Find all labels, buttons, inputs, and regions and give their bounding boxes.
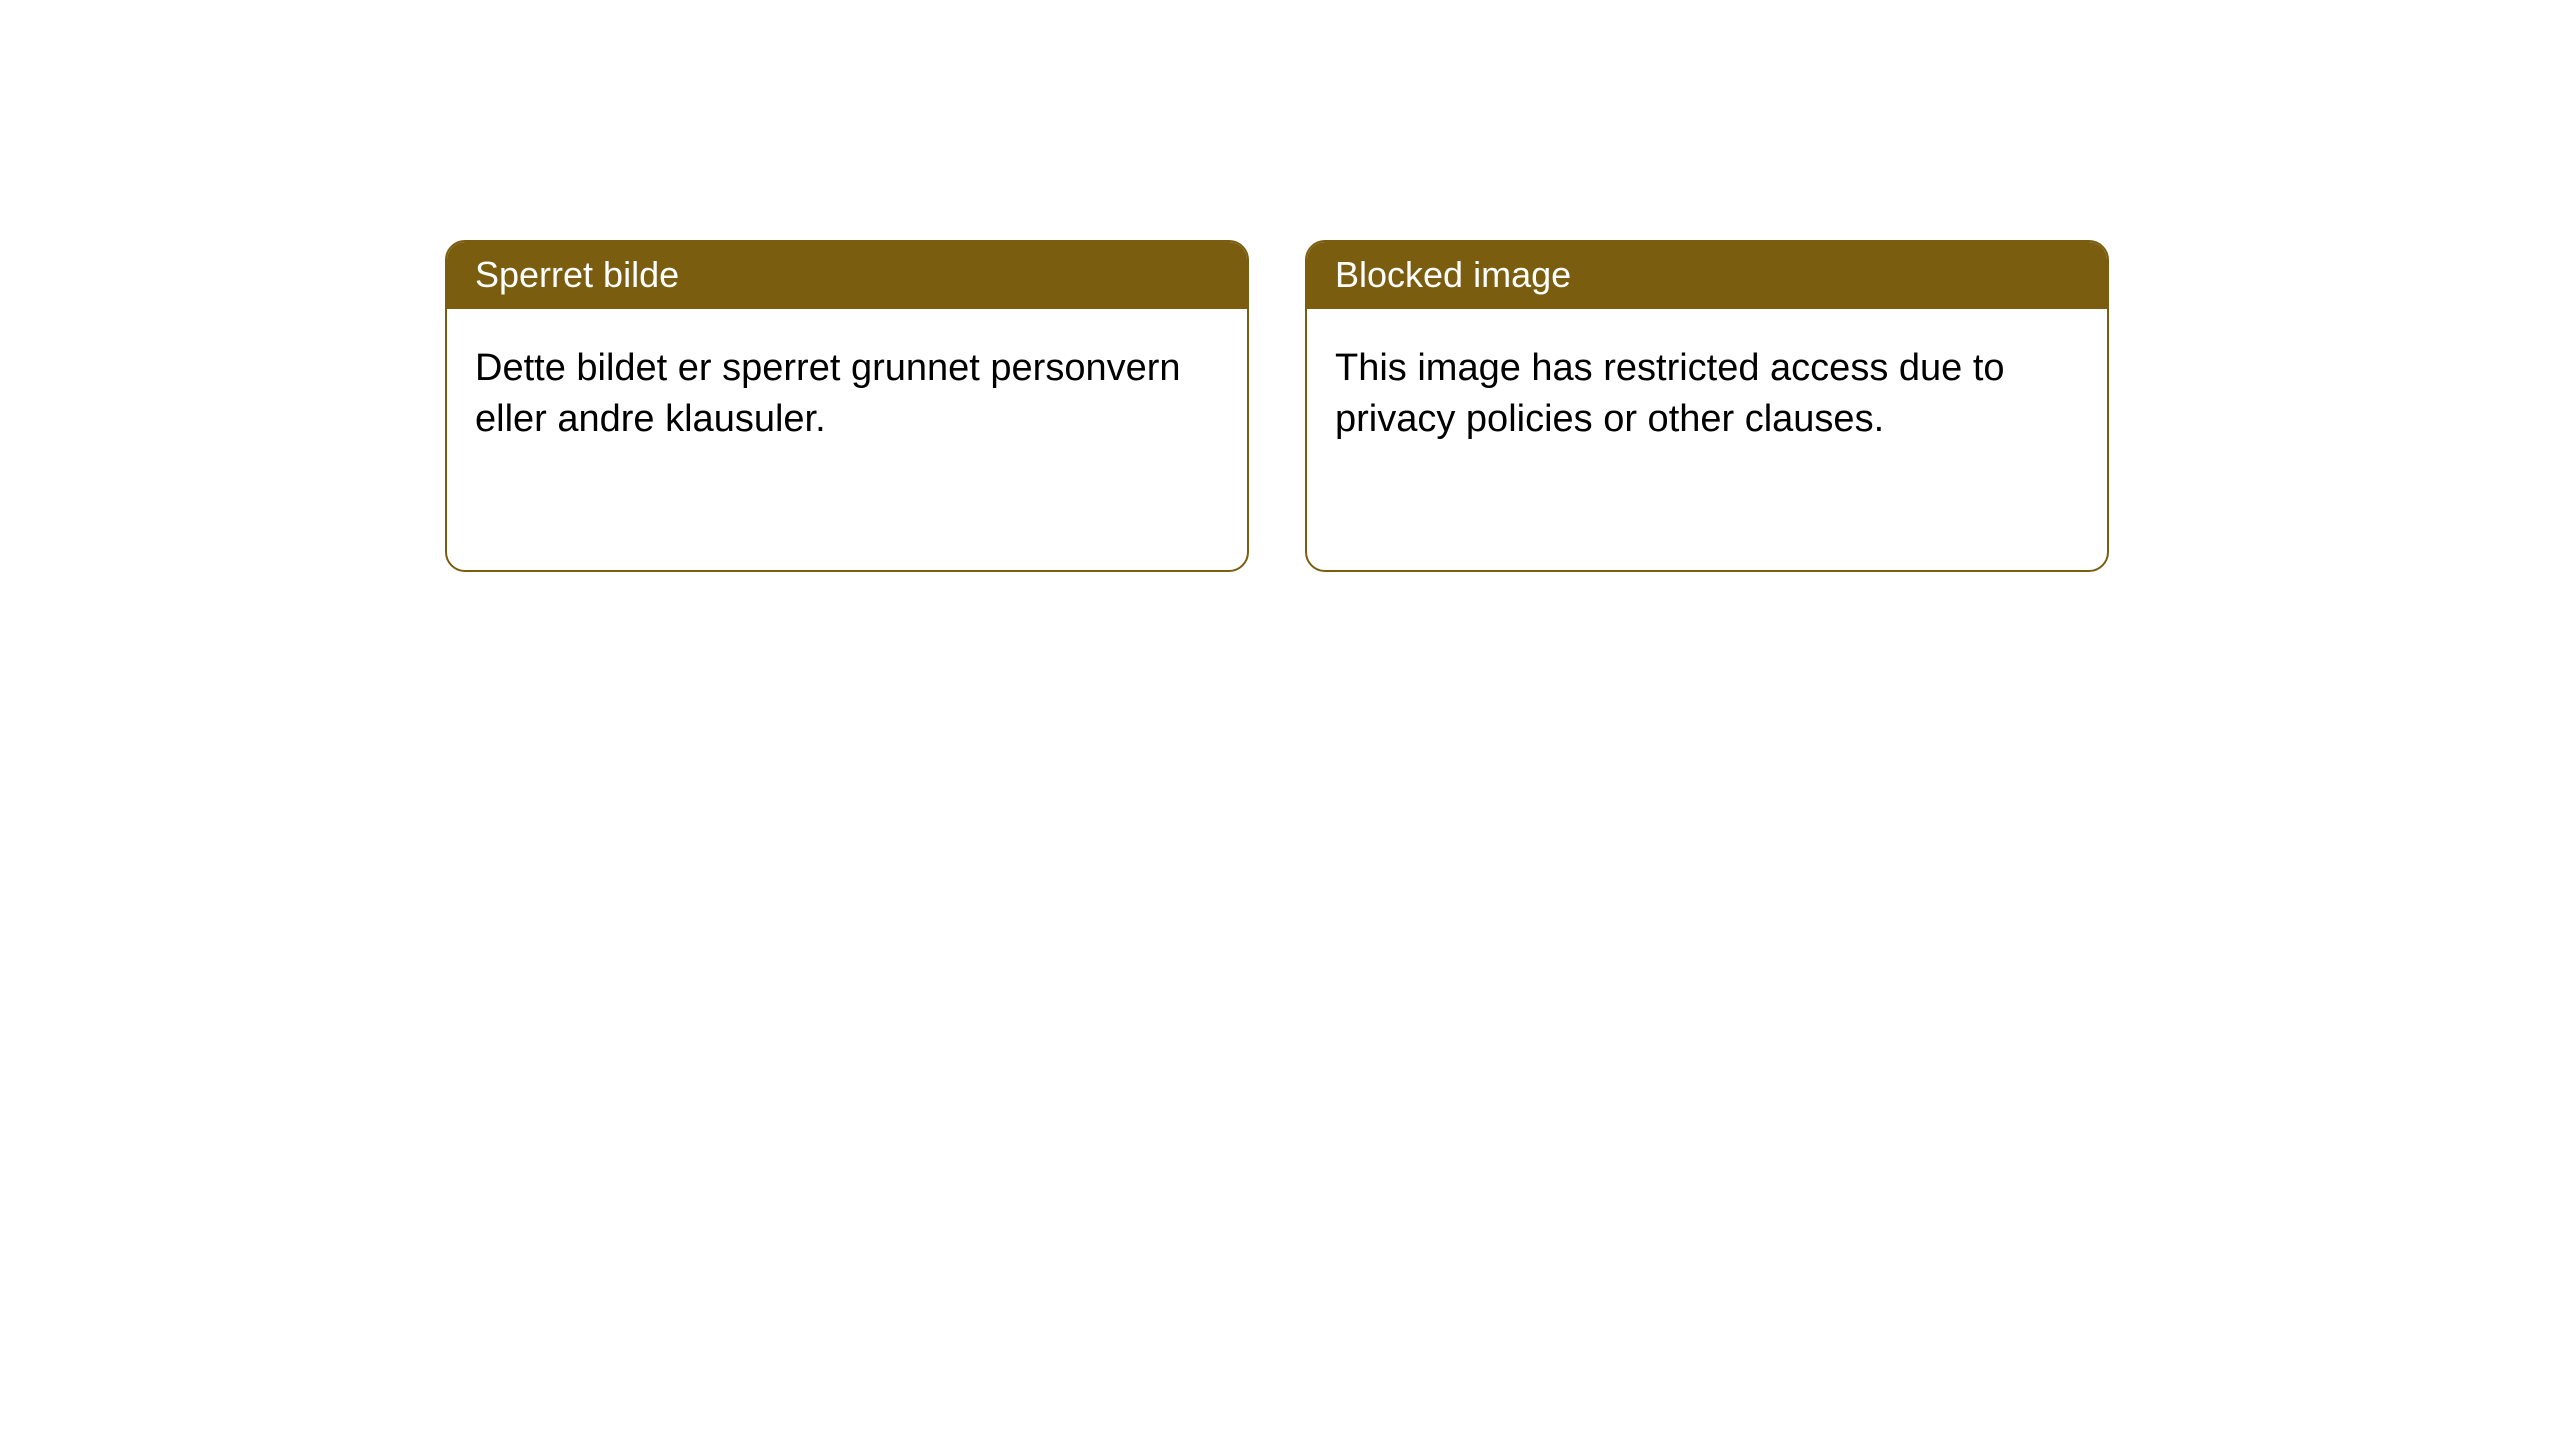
notice-container: Sperret bilde Dette bildet er sperret gr… [0,0,2560,572]
notice-title: Sperret bilde [475,254,679,295]
notice-card-body: This image has restricted access due to … [1307,309,2107,480]
notice-card-header: Blocked image [1307,242,2107,309]
notice-card-body: Dette bildet er sperret grunnet personve… [447,309,1247,480]
notice-message: Dette bildet er sperret grunnet personve… [475,347,1181,440]
notice-title: Blocked image [1335,254,1571,295]
notice-card-english: Blocked image This image has restricted … [1305,240,2109,572]
notice-card-header: Sperret bilde [447,242,1247,309]
notice-card-norwegian: Sperret bilde Dette bildet er sperret gr… [445,240,1249,572]
notice-message: This image has restricted access due to … [1335,347,2005,440]
